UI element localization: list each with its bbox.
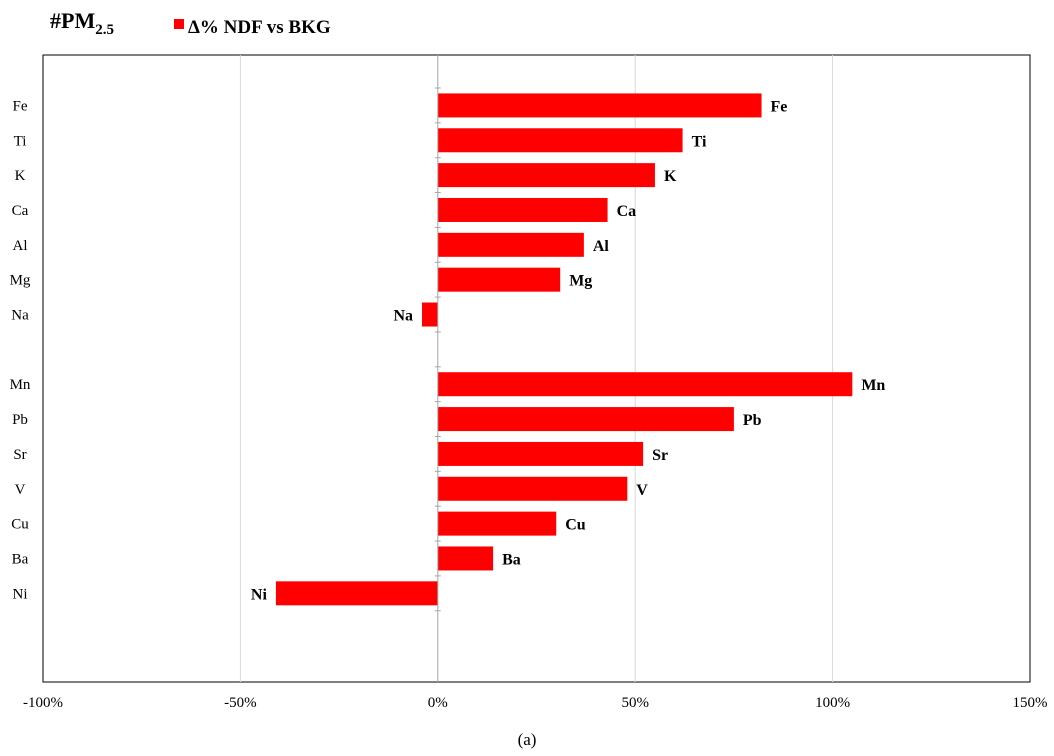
- category-label: V: [15, 482, 26, 498]
- figure-caption: (a): [518, 730, 537, 749]
- bar: [437, 232, 584, 257]
- x-tick-label: -100%: [23, 695, 63, 711]
- category-label: Sr: [13, 447, 26, 463]
- chart-title-main: #PM: [50, 8, 95, 33]
- data-label: Pb: [743, 412, 762, 429]
- category-label: Pb: [12, 412, 28, 428]
- category-label: Ni: [13, 586, 28, 602]
- x-tick-label: 100%: [815, 695, 850, 711]
- bar: [275, 581, 438, 606]
- bar: [437, 93, 762, 118]
- data-label: Fe: [771, 98, 788, 115]
- bar: [437, 476, 628, 501]
- data-label: V: [636, 482, 648, 499]
- x-tick-label: 150%: [1013, 695, 1048, 711]
- data-label: Mg: [569, 273, 592, 290]
- data-label: Cu: [565, 517, 586, 534]
- data-label: Al: [593, 238, 610, 255]
- chart-title: #PM2.5: [50, 8, 114, 38]
- category-label: Ti: [14, 133, 27, 149]
- data-label: Na: [393, 308, 413, 325]
- bar: [437, 372, 853, 397]
- chart-title-subscript: 2.5: [95, 22, 114, 38]
- category-label: Mg: [10, 273, 31, 289]
- category-label: Na: [11, 308, 29, 324]
- plot-frame: [42, 54, 1031, 683]
- bars: [275, 93, 853, 606]
- bar: [437, 128, 683, 153]
- x-tick-label: -50%: [224, 695, 257, 711]
- data-label: Sr: [652, 447, 668, 464]
- category-label: Fe: [13, 98, 28, 114]
- labels: -100% -50% 0% 50% 100% 150% Fe Fe Ti Ti K K Ca Ca Al Al…: [10, 98, 1048, 711]
- data-label: Ti: [692, 133, 707, 150]
- data-label: Mn: [861, 377, 885, 394]
- data-label: Ca: [617, 203, 637, 220]
- category-label: Al: [13, 238, 28, 254]
- x-tick-label: 50%: [621, 695, 649, 711]
- data-label: Ba: [502, 551, 521, 568]
- bar: [437, 546, 494, 571]
- bar: [437, 511, 557, 536]
- category-label: K: [15, 168, 26, 184]
- bar: [437, 267, 561, 292]
- category-label: Ca: [12, 203, 29, 219]
- category-label: Cu: [11, 517, 29, 533]
- category-label: Mn: [10, 377, 31, 393]
- bar: [422, 302, 438, 327]
- gridlines: [239, 55, 834, 682]
- bar: [437, 407, 734, 432]
- bar: [437, 441, 644, 466]
- category-label: Ba: [12, 551, 29, 567]
- bar: [437, 197, 608, 222]
- data-label: K: [664, 168, 677, 185]
- bar: [437, 163, 655, 188]
- axes: [434, 55, 441, 682]
- legend-swatch: [174, 19, 184, 29]
- data-label: Ni: [251, 586, 268, 603]
- legend-label: Δ% NDF vs BKG: [188, 17, 331, 38]
- x-tick-label: 0%: [428, 695, 448, 711]
